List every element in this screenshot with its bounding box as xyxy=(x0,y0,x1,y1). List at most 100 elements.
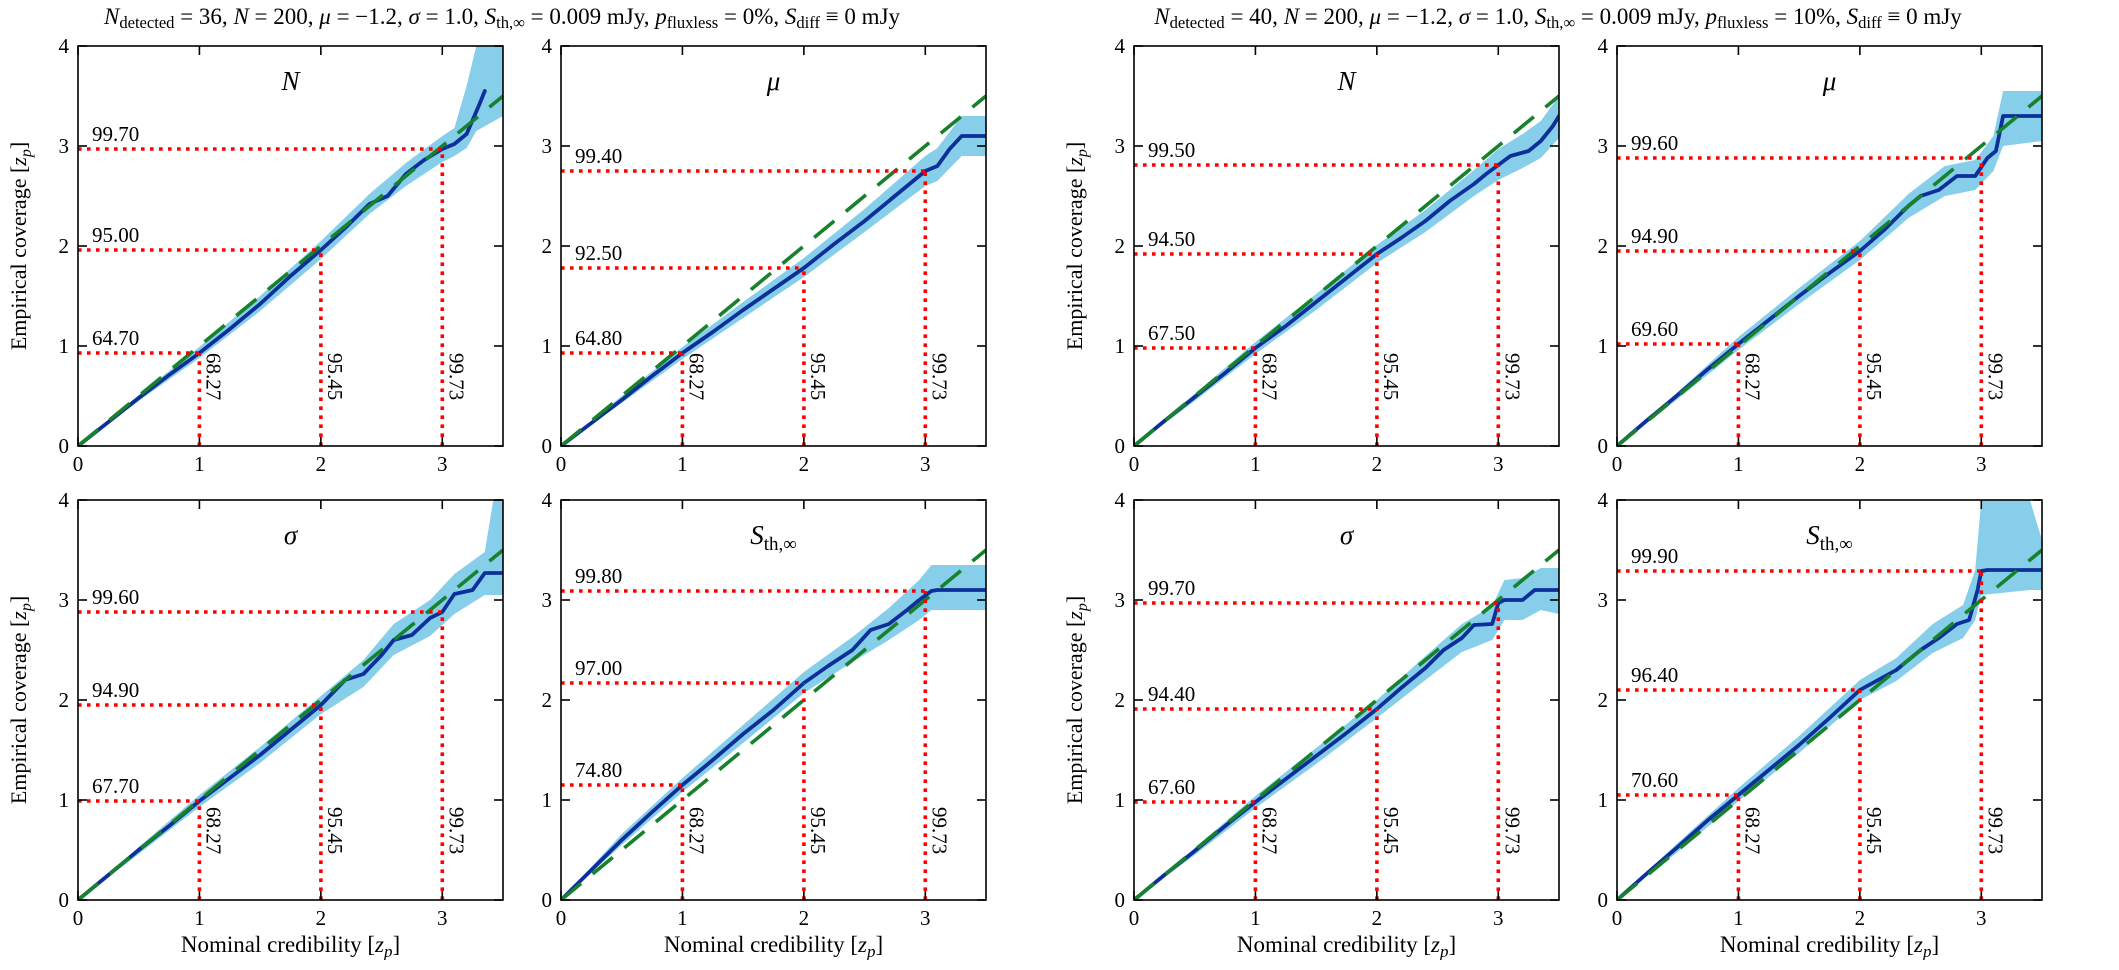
empirical-coverage-value: 94.50 xyxy=(1148,227,1195,251)
nominal-credibility-label: 99.73 xyxy=(1500,353,1524,400)
y-axis-tick-label: 1 xyxy=(59,334,70,358)
identity-diagonal-line xyxy=(561,548,986,900)
coverage-group-right: Ndetected = 40, N = 200, μ = −1.2, σ = 1… xyxy=(1062,2,2054,960)
empirical-coverage-value: 67.60 xyxy=(1148,775,1195,799)
x-axis-tick-label: 3 xyxy=(1493,452,1504,476)
title-segment: diff xyxy=(1858,13,1882,33)
title-segment: = 0.009 mJy, xyxy=(1575,4,1706,29)
axis-ticks xyxy=(1133,499,1559,901)
nominal-credibility-label: 95.45 xyxy=(806,353,830,400)
nominal-credibility-label: 95.45 xyxy=(323,807,347,854)
title-segment: σ xyxy=(408,4,420,29)
nominal-credibility-label: 68.27 xyxy=(201,353,225,400)
nominal-credibility-label: 99.73 xyxy=(1500,807,1524,854)
y-axis-tick-label: 1 xyxy=(1115,788,1126,812)
identity-diagonal-line xyxy=(1134,94,1559,446)
nominal-credibility-label: 99.73 xyxy=(927,353,951,400)
nominal-credibility-label: 95.45 xyxy=(323,353,347,400)
y-axis-tick-label: 0 xyxy=(1598,434,1609,458)
y-axis-tick-label: 1 xyxy=(542,334,553,358)
x-axis-tick-label: 3 xyxy=(920,906,931,930)
y-axis-tick-label: 0 xyxy=(1115,888,1126,912)
title-segment: N xyxy=(1283,4,1300,29)
x-axis-tick-label: 0 xyxy=(1612,452,1623,476)
nominal-credibility-label: 95.45 xyxy=(1379,807,1403,854)
y-axis-tick-label: 0 xyxy=(542,888,553,912)
panel-title: μ xyxy=(1822,66,1837,96)
coverage-panel-left-N: 64.70 95.00 99.70 68.27 95.45 99.73 0 1 2 3 0 1 2 3 4 N… xyxy=(6,36,504,476)
x-axis-tick-label: 1 xyxy=(1733,452,1744,476)
title-segment: diff xyxy=(796,13,820,33)
coverage-panel-right-sigma: 67.60 94.40 99.70 68.27 95.45 99.73 0 1 2 3 0 1 2 3 4 σ… xyxy=(1062,490,1560,960)
axis-ticks xyxy=(1133,45,1559,447)
y-axis-tick-label: 1 xyxy=(1598,788,1609,812)
panel-title: Sth,∞ xyxy=(1806,520,1853,555)
y-axis-tick-label: 3 xyxy=(1598,134,1609,158)
x-axis-tick-label: 0 xyxy=(1129,906,1140,930)
group-title-left: Ndetected = 36, N = 200, μ = −1.2, σ = 1… xyxy=(6,2,998,36)
x-axis-tick-label: 3 xyxy=(920,452,931,476)
y-axis-tick-label: 3 xyxy=(1115,134,1126,158)
y-axis-tick-label: 0 xyxy=(59,888,70,912)
x-axis-tick-label: 2 xyxy=(1372,452,1383,476)
panel-title: σ xyxy=(284,520,299,550)
y-axis-tick-label: 2 xyxy=(59,688,70,712)
x-axis-tick-label: 1 xyxy=(677,906,688,930)
y-axis-tick-label: 0 xyxy=(542,434,553,458)
title-segment: = 10%, xyxy=(1768,4,1847,29)
coverage-panel-left-mu: 64.80 92.50 99.40 68.27 95.45 99.73 0 1 2 3 0 1 2 3 4 μ xyxy=(542,36,987,476)
axes-frame xyxy=(1133,499,1560,901)
nominal-credibility-label: 68.27 xyxy=(1257,353,1281,400)
panel-title: σ xyxy=(1340,520,1355,550)
title-segment: N xyxy=(103,4,120,29)
identity-diagonal-line xyxy=(78,548,503,900)
title-segment: th,∞ xyxy=(496,13,525,33)
coverage-panel-right-Sth: 70.60 96.40 99.90 68.27 95.45 99.73 0 1 2 3 0 1 2 3 4 S… xyxy=(1598,490,2043,960)
axis-ticks xyxy=(77,45,503,447)
empirical-coverage-value: 99.60 xyxy=(92,585,139,609)
empirical-coverage-value: 74.80 xyxy=(575,758,622,782)
nominal-credibility-label: 99.73 xyxy=(927,807,951,854)
empirical-coverage-value: 69.60 xyxy=(1631,317,1678,341)
y-axis-tick-label: 2 xyxy=(1115,688,1126,712)
credible-band xyxy=(78,500,503,900)
coverage-curve xyxy=(1617,568,2042,900)
y-axis-tick-label: 4 xyxy=(59,490,70,512)
title-segment: = −1.2, xyxy=(1381,4,1459,29)
nominal-credibility-label: 68.27 xyxy=(201,807,225,854)
y-axis-tick-label: 4 xyxy=(1115,490,1126,512)
axes-frame xyxy=(1616,45,2043,447)
y-axis-label: Empirical coverage [zp] xyxy=(1062,142,1091,350)
y-axis-tick-label: 3 xyxy=(542,134,553,158)
nominal-credibility-label: 99.73 xyxy=(444,807,468,854)
nominal-credibility-label: 68.27 xyxy=(1740,353,1764,400)
x-axis-label: Nominal credibility [zp] xyxy=(664,932,883,960)
identity-diagonal-line xyxy=(561,94,986,446)
y-axis-tick-label: 2 xyxy=(1115,234,1126,258)
y-axis-tick-label: 0 xyxy=(59,434,70,458)
panel-title: μ xyxy=(766,66,781,96)
empirical-coverage-value: 99.60 xyxy=(1631,131,1678,155)
y-axis-tick-label: 0 xyxy=(1598,888,1609,912)
y-axis-tick-label: 4 xyxy=(1115,36,1126,58)
y-axis-label: Empirical coverage [zp] xyxy=(6,142,35,350)
y-axis-tick-label: 3 xyxy=(1115,588,1126,612)
nominal-credibility-label: 99.73 xyxy=(444,353,468,400)
title-segment: N xyxy=(233,4,249,29)
nominal-credibility-label: 68.27 xyxy=(684,353,708,400)
x-axis-tick-label: 2 xyxy=(1372,906,1383,930)
identity-diagonal-line xyxy=(78,94,503,446)
title-segment: p xyxy=(1705,4,1717,29)
x-axis-tick-label: 0 xyxy=(1612,906,1623,930)
nominal-credibility-label: 99.73 xyxy=(1983,807,2007,854)
y-axis-tick-label: 1 xyxy=(542,788,553,812)
x-axis-tick-label: 2 xyxy=(799,906,810,930)
empirical-coverage-value: 97.00 xyxy=(575,656,622,680)
identity-diagonal-line xyxy=(1134,548,1559,900)
axes-frame xyxy=(560,45,987,447)
axis-ticks xyxy=(1616,45,2042,447)
title-segment: fluxless xyxy=(1716,13,1769,33)
coverage-curve xyxy=(1134,588,1559,900)
y-axis-tick-label: 4 xyxy=(542,36,553,58)
